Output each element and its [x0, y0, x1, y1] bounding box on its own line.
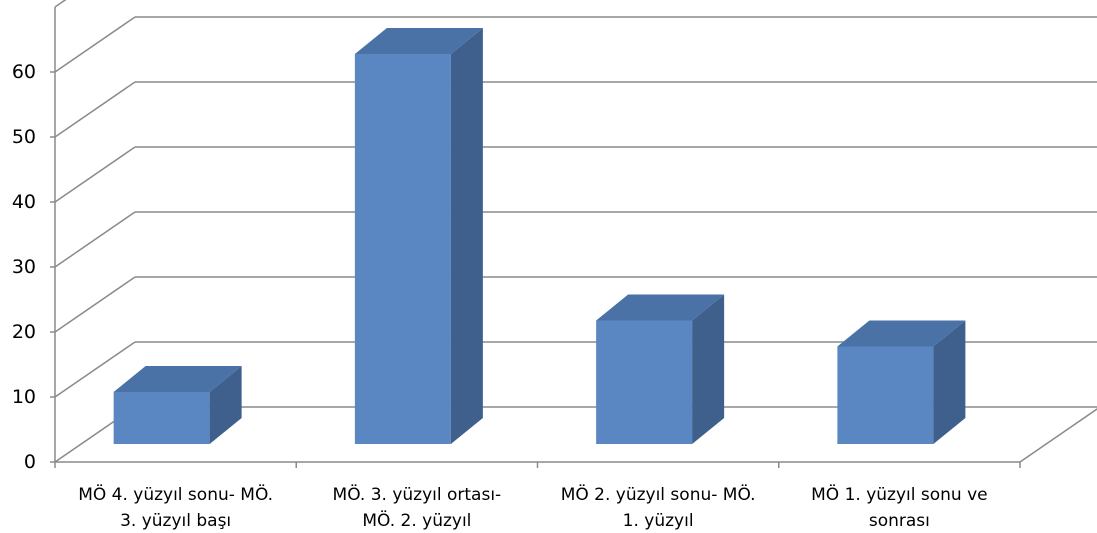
bar-front: [837, 346, 934, 444]
bars: [113, 28, 966, 444]
bar-front: [113, 392, 210, 444]
gridline-diagonal: [54, 341, 136, 398]
x-category-labels: MÖ 4. yüzyıl sonu- MÖ. 3. yüzyıl başı MÖ. …: [78, 483, 987, 531]
bar-side: [450, 28, 483, 444]
bar-side: [692, 294, 725, 444]
bar-front: [596, 320, 693, 444]
bar: [113, 366, 242, 444]
gridline-diagonal: [54, 211, 136, 268]
bar-top: [596, 294, 725, 321]
y-tick-label: 40: [12, 191, 36, 213]
y-tick-label: 0: [24, 451, 36, 473]
bar: [837, 320, 966, 444]
category-label: MÖ. 2. yüzyıl: [362, 509, 471, 531]
gridline-diagonal: [54, 16, 136, 73]
y-tick-label: 50: [12, 126, 36, 148]
bar: [596, 294, 725, 444]
gridline-diagonal: [54, 81, 136, 138]
category-label: MÖ 1. yüzyıl sonu ve: [811, 483, 987, 505]
category-label: 1. yüzyıl: [623, 511, 694, 531]
y-tick-label: 20: [12, 321, 36, 343]
gridline-diagonal: [54, 0, 67, 8]
category-label: sonrası: [869, 511, 930, 531]
bar: [354, 28, 483, 444]
bar-top: [113, 366, 242, 392]
category-label: 3. yüzyıl başı: [120, 511, 231, 531]
gridline-diagonal: [54, 146, 136, 203]
floor-right-edge: [1019, 408, 1097, 463]
category-label: MÖ. 3. yüzyıl ortası-: [333, 483, 502, 505]
y-tick-label: 10: [12, 386, 36, 408]
category-label: MÖ 2. yüzyıl sonu- MÖ.: [561, 483, 756, 505]
y-tick-label: 60: [12, 61, 36, 83]
bar-top: [354, 28, 483, 54]
bar-side: [933, 320, 966, 444]
y-tick-labels: 0 10 20 30 40 50 60: [12, 61, 36, 473]
gridline-diagonal: [54, 276, 136, 333]
bar-top: [837, 320, 966, 347]
category-label: MÖ 4. yüzyıl sonu- MÖ.: [78, 483, 273, 505]
gridlines: [54, 0, 1097, 398]
y-tick-label: 30: [12, 256, 36, 278]
bar-front: [354, 54, 451, 444]
